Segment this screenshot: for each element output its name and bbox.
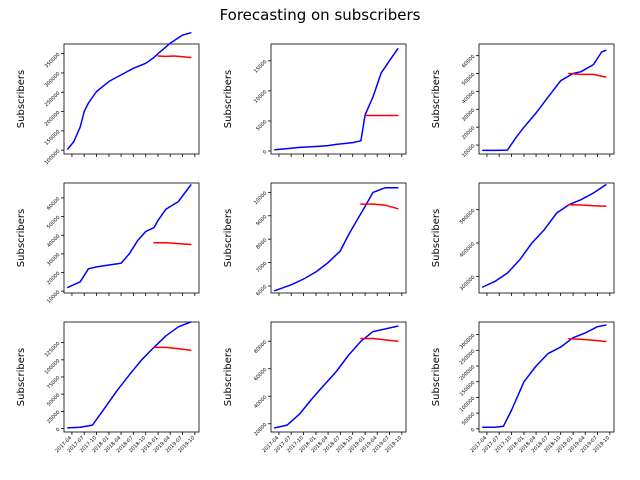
y-tick-label: 60000 (46, 196, 61, 211)
y-tick-label: 250000 (44, 90, 62, 108)
y-axis-label: Subscribers (16, 348, 27, 406)
y-tick-label: 20000 (253, 422, 268, 437)
y-tick-label: 125000 (44, 341, 62, 359)
actual-series-line (482, 183, 607, 288)
y-tick-label: 20000 (46, 271, 61, 286)
y-tick-label: 100000 (459, 396, 477, 414)
subplot-4: 10000 20000 30000 40000 50000 60000 Subscriber… (16, 182, 200, 305)
axes-frame (270, 321, 407, 433)
y-tick-label: 150000 (459, 380, 477, 398)
forecast-series-line (360, 337, 399, 343)
y-tick-label: 300000 (459, 275, 477, 293)
actual-series-line (67, 32, 192, 150)
axes-frame (270, 182, 407, 294)
subplot-7: 02500050000750001000001250002017-042017-… (16, 321, 200, 454)
axes-frame (478, 43, 615, 155)
subplot-6: 300000 400000 500000 Subscribers (431, 182, 615, 296)
forecast-series-line (568, 203, 607, 208)
forecast-series-line (153, 241, 192, 246)
y-axis-label: Subscribers (223, 348, 234, 406)
y-axis-label: Subscribers (431, 348, 442, 406)
y-tick-label: 25000 (46, 410, 61, 425)
y-tick-label: 9000 (255, 214, 268, 227)
y-tick-label: 100000 (44, 148, 62, 166)
y-tick-label: 10000 (46, 289, 61, 304)
y-tick-label: 0 (262, 149, 268, 155)
y-tick-label: 30000 (46, 252, 61, 267)
y-tick-label: 60000 (461, 54, 476, 69)
actual-series-line (482, 49, 607, 152)
y-tick-label: 40000 (461, 90, 476, 105)
figure-title: Forecasting on subscribers (219, 6, 421, 24)
y-tick-label: 10000 (253, 89, 268, 104)
y-tick-label: 50000 (46, 215, 61, 230)
y-tick-label: 50000 (461, 72, 476, 87)
actual-series-line (274, 325, 399, 429)
y-axis-label: Subscribers (16, 209, 27, 267)
forecast-series-line (360, 203, 399, 210)
forecast-series-line (568, 72, 607, 78)
forecast-series-line (157, 55, 192, 59)
subplot-3: 10000 20000 30000 40000 50000 60000 Subscriber… (431, 43, 615, 159)
axes-frame (478, 321, 615, 433)
subplot-5: 6000 7000 8000 9000 10000 Subscribers (223, 182, 407, 297)
y-tick-label: 15000 (253, 59, 268, 74)
y-axis-label: Subscribers (431, 209, 442, 267)
y-axis-label: Subscribers (16, 70, 27, 128)
y-tick-label: 10000 (461, 143, 476, 158)
actual-series-line (67, 184, 192, 289)
y-tick-label: 100000 (44, 358, 62, 376)
y-tick-label: 5000 (255, 119, 268, 132)
y-tick-label: 300000 (44, 71, 62, 89)
subplot-2: 0 5000 10000 15000 Subscribers (223, 43, 407, 157)
actual-series-line (274, 186, 399, 292)
forecast-series-line (568, 337, 607, 343)
y-tick-label: 300000 (459, 333, 477, 351)
y-tick-label: 6000 (255, 284, 268, 297)
actual-series-line (482, 324, 607, 429)
y-tick-label: 80000 (253, 339, 268, 354)
y-tick-label: 20000 (461, 125, 476, 140)
y-axis-label: Subscribers (431, 70, 442, 128)
y-tick-label: 8000 (255, 237, 268, 250)
axes-frame (63, 43, 200, 155)
axes-frame (63, 182, 200, 294)
y-tick-label: 150000 (44, 129, 62, 147)
forecast-series-line (153, 346, 192, 351)
subplot-8: 200004000060000800002017-042017-072017-1… (223, 321, 407, 454)
y-tick-label: 350000 (44, 52, 62, 70)
y-tick-label: 50000 (461, 411, 476, 426)
y-tick-label: 7000 (255, 261, 268, 274)
actual-series-line (67, 321, 192, 429)
axes-frame (478, 182, 615, 294)
y-tick-label: 10000 (253, 191, 268, 206)
y-tick-label: 50000 (46, 392, 61, 407)
y-tick-label: 60000 (253, 367, 268, 382)
y-tick-label: 40000 (253, 394, 268, 409)
axes-frame (63, 321, 200, 433)
y-tick-label: 30000 (461, 108, 476, 123)
y-tick-label: 0 (55, 427, 61, 433)
y-tick-label: 250000 (459, 349, 477, 367)
y-axis-label: Subscribers (223, 70, 234, 128)
axes-frame (270, 43, 407, 155)
subplot-9: 0500001000001500002000002500003000002017… (431, 321, 615, 454)
y-tick-label: 200000 (44, 110, 62, 128)
y-tick-label: 75000 (46, 375, 61, 390)
y-tick-label: 500000 (459, 208, 477, 226)
y-axis-label: Subscribers (223, 209, 234, 267)
actual-series-line (274, 48, 399, 151)
y-tick-label: 400000 (459, 241, 477, 259)
y-tick-label: 40000 (46, 233, 61, 248)
y-tick-label: 0 (470, 427, 476, 433)
y-tick-label: 200000 (459, 364, 477, 382)
